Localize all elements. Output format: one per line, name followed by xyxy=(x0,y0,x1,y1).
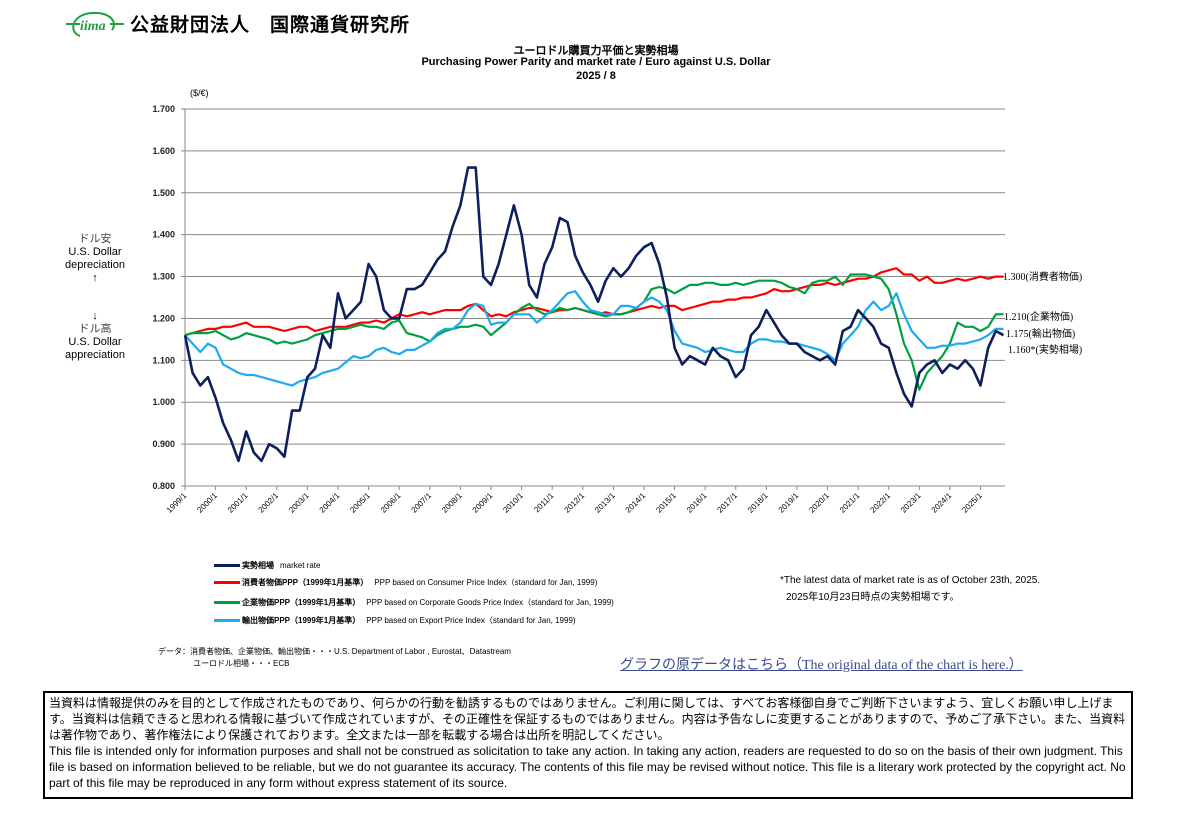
legend-en: PPP based on Export Price Index（standard… xyxy=(366,616,576,625)
y-tick-label: 0.800 xyxy=(152,481,175,491)
disclaimer-en: This file is intended only for informati… xyxy=(49,744,1126,790)
organization-name: 公益財団法人 国際通貨研究所 xyxy=(130,15,411,36)
x-tick-label: 2007/1 xyxy=(410,491,434,515)
ppp-line-chart: 0.800 0.900 1.000 1.100 1.200 1.300 1.400 1.500… xyxy=(152,104,1005,515)
x-tick-label: 2024/1 xyxy=(930,491,954,515)
data-source-line2: ユーロドル相場・・・ECB xyxy=(193,659,290,668)
x-tick-label: 2005/1 xyxy=(348,491,372,515)
y-tick-label: 1.400 xyxy=(152,230,175,240)
legend-en: PPP based on Consumer Price Index（standa… xyxy=(374,578,598,587)
x-tick-label: 2020/1 xyxy=(807,491,831,515)
y-axis-unit: ($/€) xyxy=(190,88,209,98)
dollar-appreciation-annotation: ↓ ドル高 U.S. Dollar appreciation xyxy=(50,310,140,362)
end-label-corporate: 1.210(企業物価) xyxy=(1004,312,1074,323)
down-arrow-icon: ↓ xyxy=(92,310,98,322)
x-tick-label: 2003/1 xyxy=(287,491,311,515)
y-tick-label: 0.900 xyxy=(152,439,175,449)
x-tick-label: 2008/1 xyxy=(440,491,464,515)
legend-en: PPP based on Corporate Goods Price Index… xyxy=(366,598,614,607)
legend-swatch xyxy=(214,601,240,604)
svg-text:iima: iima xyxy=(80,19,106,34)
chart-title-jp: ユーロドル購買力平価と実勢相場 xyxy=(513,45,679,57)
x-tick-label: 2001/1 xyxy=(226,491,250,515)
x-tick-label: 2000/1 xyxy=(195,491,219,515)
y-tick-label: 1.200 xyxy=(152,313,175,323)
x-tick-label: 2011/1 xyxy=(532,491,556,515)
legend-swatch xyxy=(214,619,240,622)
up-en1: U.S. Dollar xyxy=(68,246,122,258)
series-line-0 xyxy=(183,166,1005,463)
y-tick-label: 1.100 xyxy=(152,355,175,365)
x-tick-label: 2006/1 xyxy=(379,491,403,515)
original-data-link[interactable]: グラフの原データはこちら（The original data of the ch… xyxy=(620,658,1023,673)
x-tick-label: 2025/1 xyxy=(960,491,984,515)
x-tick-label: 2015/1 xyxy=(654,491,678,515)
y-tick-label: 1.700 xyxy=(152,104,175,114)
x-tick-label: 2023/1 xyxy=(899,491,923,515)
up-en2: depreciation xyxy=(65,259,125,271)
legend-item-corporate: 企業物価PPP（1999年1月基準） PPP based on Corporate… xyxy=(214,597,614,608)
y-tick-label: 1.600 xyxy=(152,146,175,156)
end-label-market: 1.160*(実勢相場) xyxy=(1008,345,1083,356)
series-line-3 xyxy=(184,290,1004,387)
x-tick-label: 2021/1 xyxy=(838,491,862,515)
series-line-2 xyxy=(184,273,1004,391)
legend-item-market: 実勢相場 market rate xyxy=(214,560,320,571)
data-source-line1: データ：消費者物価、企業物価、輸出物価・・・U.S. Department of… xyxy=(158,647,511,656)
legend-jp: 輸出物価PPP（1999年1月基準） xyxy=(242,616,361,625)
x-tick-label: 2004/1 xyxy=(318,491,342,515)
x-tick-label: 2017/1 xyxy=(715,491,739,515)
legend-jp: 消費者物価PPP（1999年1月基準） xyxy=(242,578,369,587)
legend-jp: 実勢相場 xyxy=(242,561,274,570)
x-tick-label: 2010/1 xyxy=(501,491,525,515)
chart-subtitle: 2025 / 8 xyxy=(576,70,616,82)
x-tick-label: 2014/1 xyxy=(624,491,648,515)
x-tick-label: 2016/1 xyxy=(685,491,709,515)
x-tick-label: 2022/1 xyxy=(868,491,892,515)
down-en2: appreciation xyxy=(65,349,125,361)
y-tick-label: 1.500 xyxy=(152,188,175,198)
disclaimer-box: 当資料は情報提供のみを目的として作成されたものであり、何らかの行動を勧誘するもの… xyxy=(43,691,1133,799)
iima-logo: iima xyxy=(66,11,124,37)
legend-en: market rate xyxy=(280,561,321,570)
disclaimer-jp: 当資料は情報提供のみを目的として作成されたものであり、何らかの行動を勧誘するもの… xyxy=(49,696,1126,742)
down-jp: ドル高 xyxy=(78,323,112,335)
y-tick-label: 1.300 xyxy=(152,272,175,282)
legend-swatch xyxy=(214,581,240,584)
x-tick-label: 2018/1 xyxy=(746,491,770,515)
latest-data-note-en: *The latest data of market rate is as of… xyxy=(780,575,1041,586)
x-tick-label: 2013/1 xyxy=(593,491,617,515)
legend-jp: 企業物価PPP（1999年1月基準） xyxy=(242,598,361,607)
x-tick-label: 2002/1 xyxy=(257,491,281,515)
chart-title: Purchasing Power Parity and market rate … xyxy=(421,56,771,68)
end-label-cpi: 1.300(消費者物価) xyxy=(1003,272,1083,283)
latest-data-note-jp: 2025年10月23日時点の実勢相場です。 xyxy=(786,592,960,603)
x-tick-label: 2012/1 xyxy=(563,491,587,515)
end-label-export: 1.175(輸出物価) xyxy=(1006,329,1076,340)
x-tick-label: 1999/1 xyxy=(165,491,189,515)
y-tick-label: 1.000 xyxy=(152,397,175,407)
up-arrow-icon: ↑ xyxy=(92,272,98,284)
x-tick-label: 2019/1 xyxy=(777,491,801,515)
legend-item-export: 輸出物価PPP（1999年1月基準） PPP based on Export Pr… xyxy=(214,615,576,626)
dollar-depreciation-annotation: ドル安 U.S. Dollar depreciation ↑ xyxy=(50,233,140,285)
legend-swatch xyxy=(214,564,240,567)
legend-item-cpi: 消費者物価PPP（1999年1月基準） PPP based on Consumer… xyxy=(214,577,597,588)
up-jp: ドル安 xyxy=(78,233,112,245)
down-en1: U.S. Dollar xyxy=(68,336,122,348)
x-tick-label: 2009/1 xyxy=(471,491,495,515)
